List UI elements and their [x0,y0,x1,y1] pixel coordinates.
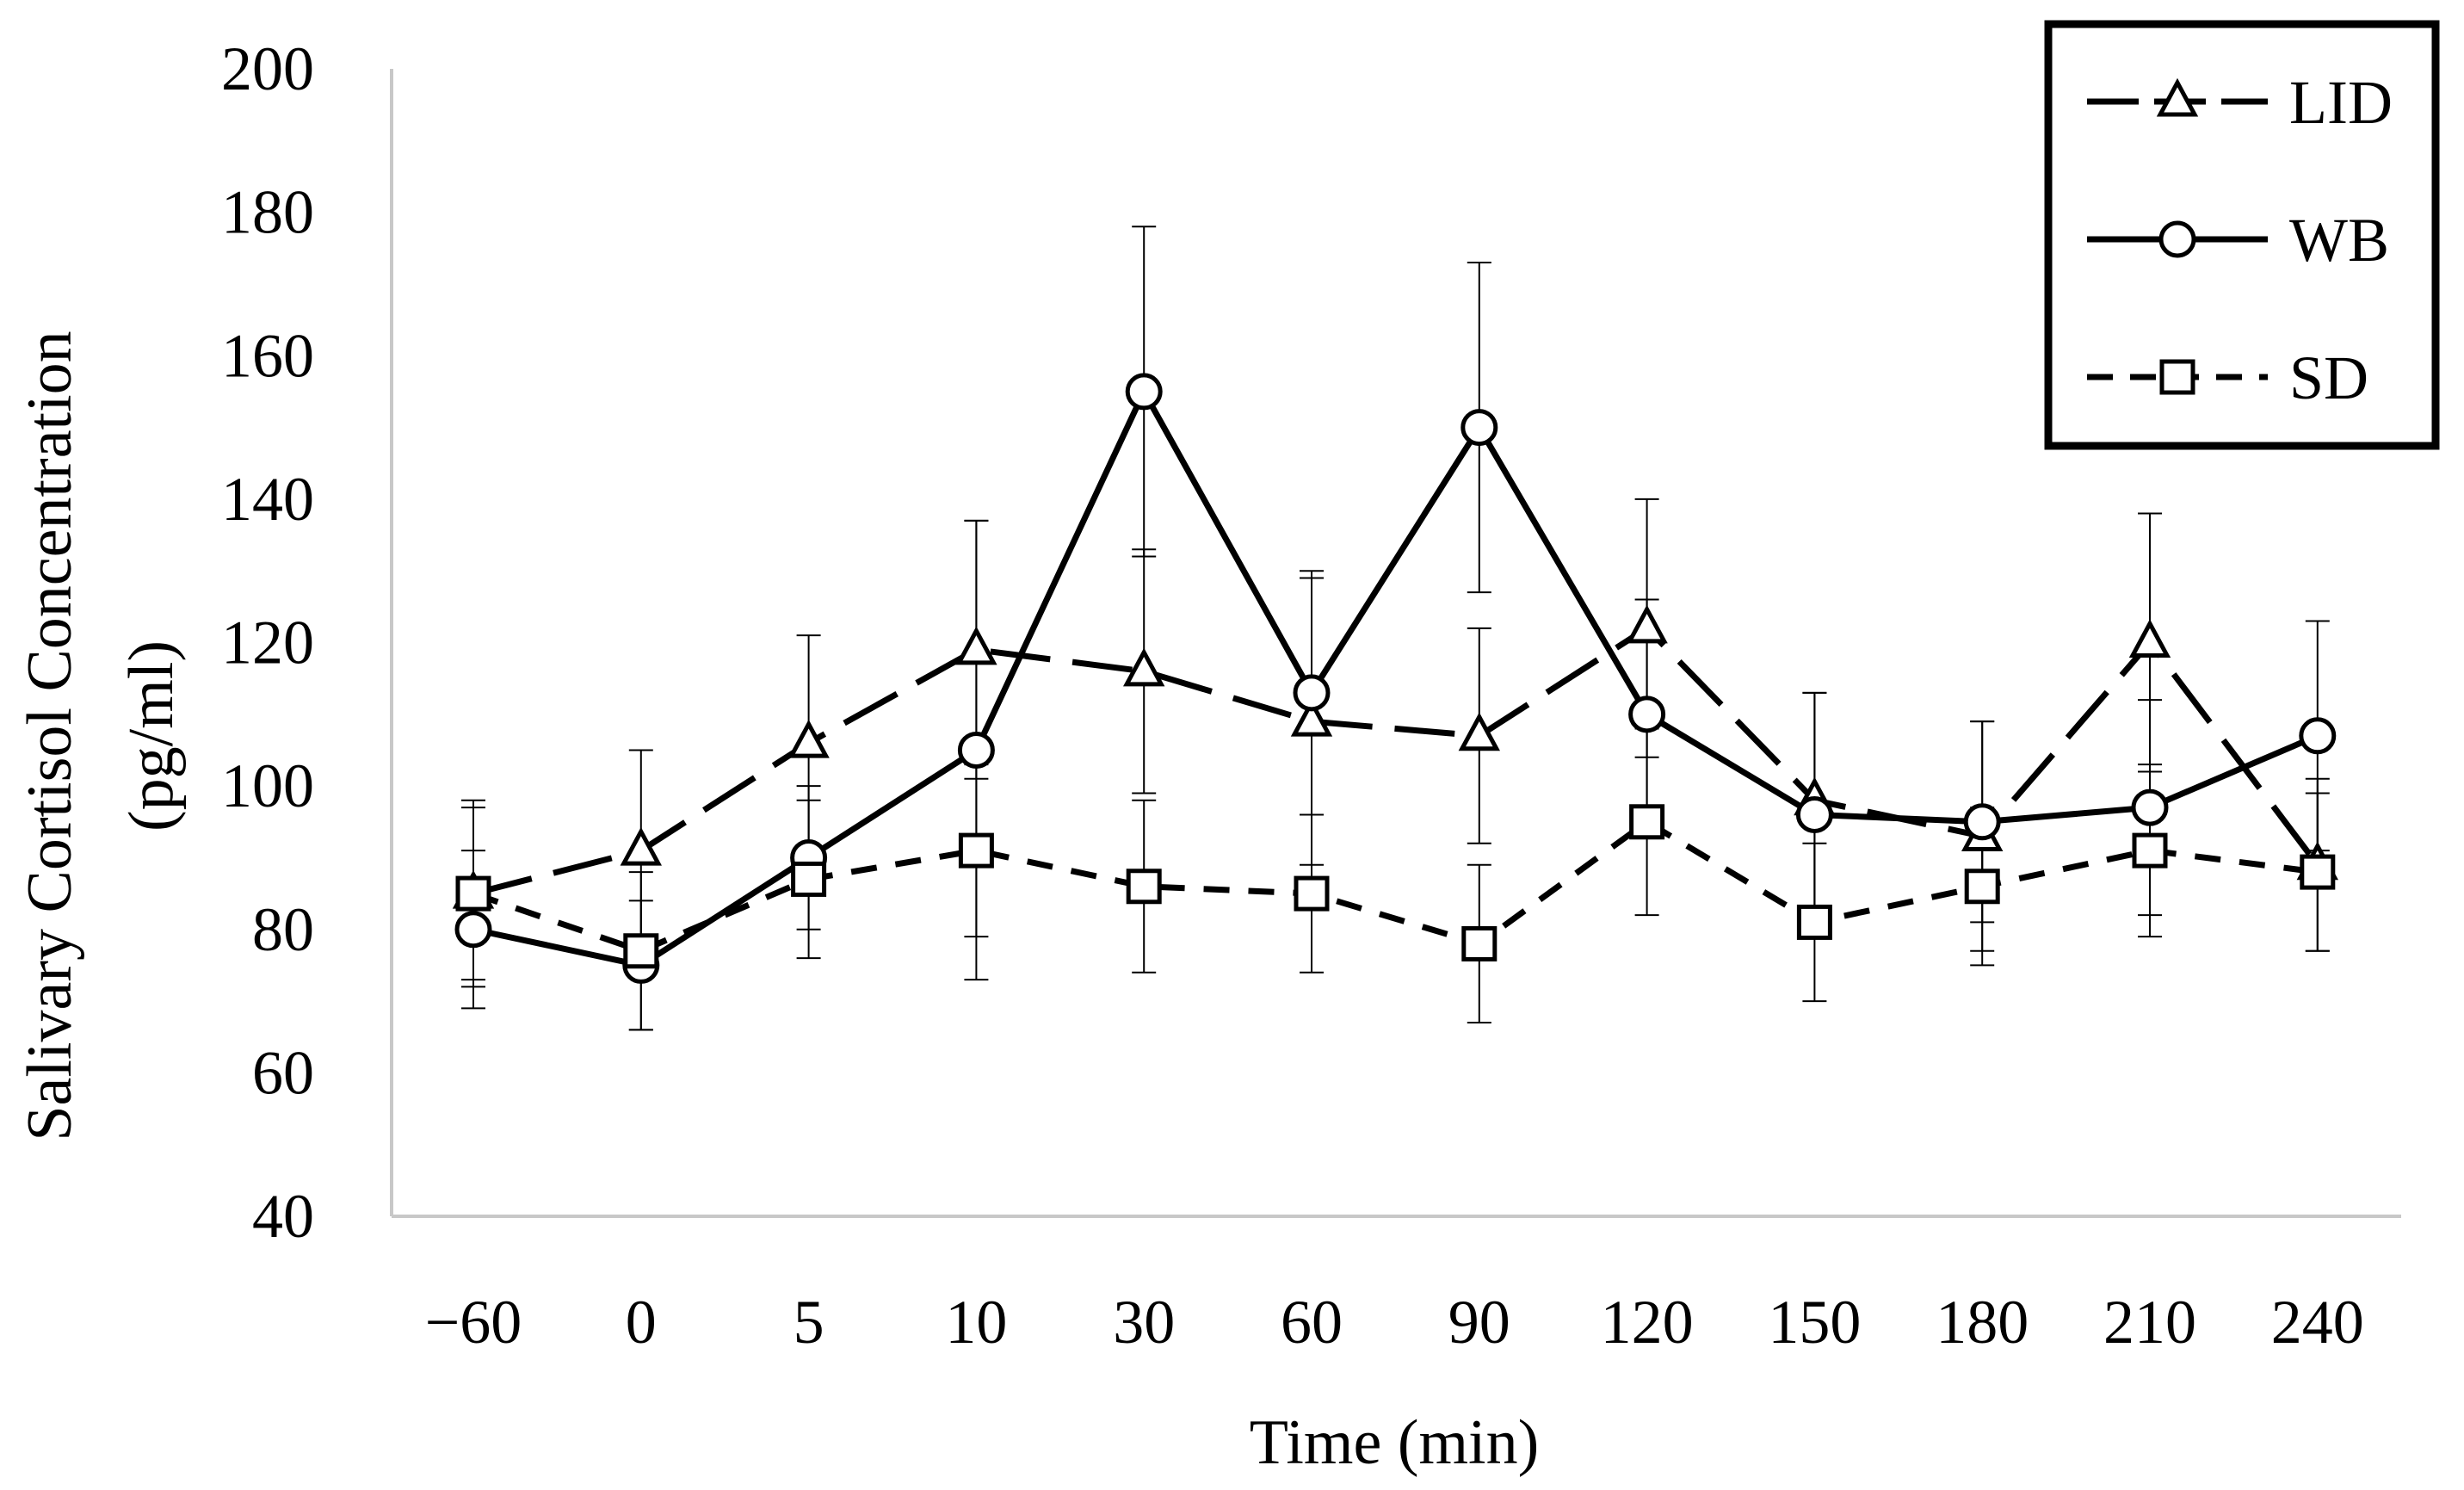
sd-series-line [472,819,2319,955]
legend-marker-lid [2156,77,2199,117]
y-tick-label: 180 [221,178,314,247]
x-tick-label: 60 [1281,1288,1343,1357]
lid-series-line [472,625,2320,897]
wb-point [1460,409,1498,447]
wb-point [454,911,492,949]
lid-point [1123,647,1165,687]
legend-marker-sd [2159,359,2195,395]
legend-label-sd: SD [2289,343,2368,412]
sd-point [623,933,659,969]
y-tick-label: 60 [252,1038,314,1107]
wb-point [1125,373,1163,411]
legend: LID WB SD [2044,20,2440,450]
x-tick-label: 0 [626,1288,657,1357]
y-axis-title-line1: Salivary Cortisol Concentration [15,331,85,1141]
lid-point [1626,604,1668,644]
labels: 40 60 80 100 120 140 160 180 200 −60 0 5 10 30 60 90 120… [221,34,2364,1357]
lid-point [787,719,830,758]
sd-point [2132,832,2168,869]
lid-point [620,826,662,866]
y-tick-label: 80 [252,895,314,964]
wb-point [2299,717,2337,755]
lid-point [2128,619,2171,658]
sd-point [2300,854,2336,890]
lid-point [955,626,997,665]
sd-point [791,861,827,897]
x-tick-label: 120 [1601,1288,1694,1357]
x-axis-title: Time (min) [1250,1407,1539,1478]
x-tick-label: −60 [425,1288,522,1357]
x-tick-label: 10 [945,1288,1007,1357]
markers [452,373,2338,984]
y-tick-label: 140 [221,465,314,534]
sd-point [1461,925,1498,961]
y-tick-label: 100 [221,751,314,820]
x-tick-label: 150 [1768,1288,1861,1357]
legend-label-wb: WB [2289,206,2389,275]
wb-series-line [472,388,2319,968]
y-tick-label: 160 [221,321,314,390]
sd-point [1294,875,1330,912]
series-lines [472,388,2320,968]
sd-point [1126,869,1162,905]
wb-point [1795,795,1833,833]
lid-point [1290,697,1333,737]
wb-point [1628,696,1666,733]
x-tick-label: 5 [794,1288,824,1357]
x-tick-label: 90 [1448,1288,1510,1357]
sd-point [1629,804,1665,840]
y-axis-title-line2: (pg/ml) [116,640,187,832]
wb-point [2131,788,2169,826]
sd-point [1796,904,1832,940]
sd-point [455,875,491,912]
y-tick-label: 40 [252,1182,314,1251]
legend-label-lid: LID [2289,68,2393,137]
sd-point [1964,869,2000,905]
y-axis-title: Salivary Cortisol Concentration (pg/ml) [15,331,187,1141]
x-tick-label: 240 [2271,1288,2364,1357]
legend-marker-wb [2158,220,2196,258]
x-tick-label: 30 [1113,1288,1175,1357]
lid-point [1458,712,1500,751]
y-tick-label: 200 [221,34,314,103]
sd-point [958,832,994,869]
y-tick-label: 120 [221,609,314,677]
x-tick-label: 210 [2103,1288,2196,1357]
wb-point [957,731,995,769]
wb-point [1293,674,1331,712]
wb-point [1963,803,2001,841]
axes [390,69,2401,1218]
x-tick-label: 180 [1936,1288,2029,1357]
